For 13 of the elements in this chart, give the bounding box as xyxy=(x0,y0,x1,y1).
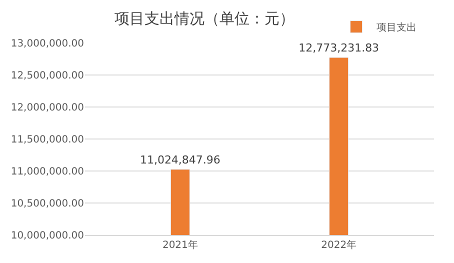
chart-title: 项目支出情况（单位：元） xyxy=(114,10,294,28)
y-tick-label: 12,500,000.00 xyxy=(10,70,84,82)
y-tick-label: 13,000,000.00 xyxy=(10,38,84,50)
data-label: 12,773,231.83 xyxy=(298,42,380,55)
legend-label: 项目支出 xyxy=(376,22,416,34)
y-tick-label: 10,000,000.00 xyxy=(10,230,84,242)
x-tick-label: 2021年 xyxy=(162,239,198,251)
y-tick-label: 12,000,000.00 xyxy=(10,102,84,114)
data-label: 11,024,847.96 xyxy=(140,153,220,166)
x-tick-label: 2022年 xyxy=(321,239,357,251)
y-tick-label: 11,500,000.00 xyxy=(10,134,84,146)
y-tick-label: 10,500,000.00 xyxy=(10,198,84,210)
y-tick-label: 11,000,000.00 xyxy=(10,166,84,178)
